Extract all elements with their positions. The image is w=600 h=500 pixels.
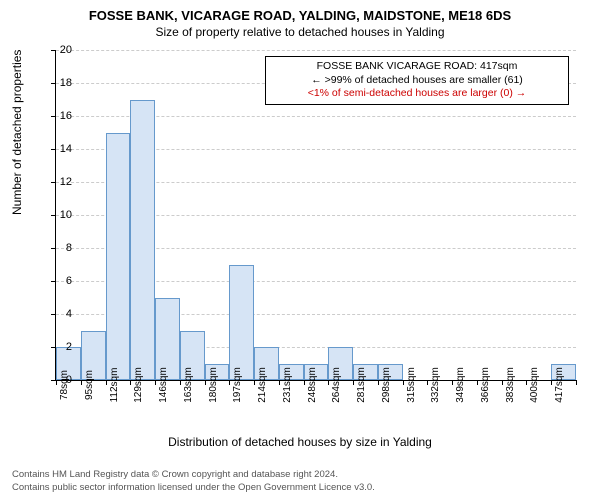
xtick-mark xyxy=(328,380,329,385)
xtick-mark xyxy=(502,380,503,385)
xtick-label: 298sqm xyxy=(381,367,392,403)
xtick-mark xyxy=(452,380,453,385)
xtick-label: 417sqm xyxy=(554,367,565,403)
xtick-mark xyxy=(304,380,305,385)
ytick-label: 16 xyxy=(42,110,72,122)
xtick-label: 383sqm xyxy=(505,367,516,403)
ytick-label: 4 xyxy=(42,308,72,320)
xtick-label: 163sqm xyxy=(183,367,194,403)
ytick-label: 10 xyxy=(42,209,72,221)
histogram-bar xyxy=(106,133,131,381)
xtick-label: 214sqm xyxy=(257,367,268,403)
xtick-label: 95sqm xyxy=(84,370,95,400)
xtick-mark xyxy=(81,380,82,385)
ytick-label: 20 xyxy=(42,44,72,56)
xtick-label: 146sqm xyxy=(158,367,169,403)
xtick-mark xyxy=(130,380,131,385)
ytick-label: 2 xyxy=(42,341,72,353)
histogram-bar xyxy=(229,265,254,381)
xtick-mark xyxy=(526,380,527,385)
x-axis-label: Distribution of detached houses by size … xyxy=(0,435,600,449)
xtick-mark xyxy=(229,380,230,385)
annotation-line2: ← >99% of detached houses are smaller (6… xyxy=(272,74,562,88)
annotation-line3: <1% of semi-detached houses are larger (… xyxy=(272,87,562,101)
chart-container: FOSSE BANK, VICARAGE ROAD, YALDING, MAID… xyxy=(0,0,600,500)
xtick-label: 248sqm xyxy=(307,367,318,403)
annotation-line1: FOSSE BANK VICARAGE ROAD: 417sqm xyxy=(272,60,562,74)
xtick-label: 197sqm xyxy=(232,367,243,403)
y-axis-label: Number of detached properties xyxy=(10,50,24,215)
xtick-label: 332sqm xyxy=(430,367,441,403)
xtick-label: 281sqm xyxy=(356,367,367,403)
footer: Contains HM Land Registry data © Crown c… xyxy=(12,469,375,494)
gridline xyxy=(56,50,576,51)
xtick-label: 315sqm xyxy=(406,367,417,403)
footer-line2: Contains public sector information licen… xyxy=(12,482,375,494)
chart-title: FOSSE BANK, VICARAGE ROAD, YALDING, MAID… xyxy=(0,0,600,23)
xtick-mark xyxy=(353,380,354,385)
xtick-mark xyxy=(576,380,577,385)
histogram-bar xyxy=(130,100,155,381)
xtick-mark xyxy=(254,380,255,385)
xtick-label: 264sqm xyxy=(331,367,342,403)
xtick-mark xyxy=(403,380,404,385)
xtick-mark xyxy=(378,380,379,385)
ytick-label: 8 xyxy=(42,242,72,254)
ytick-label: 18 xyxy=(42,77,72,89)
xtick-label: 400sqm xyxy=(529,367,540,403)
xtick-mark xyxy=(477,380,478,385)
xtick-mark xyxy=(155,380,156,385)
xtick-mark xyxy=(180,380,181,385)
xtick-mark xyxy=(205,380,206,385)
ytick-label: 0 xyxy=(42,374,72,386)
chart-subtitle: Size of property relative to detached ho… xyxy=(0,23,600,39)
xtick-mark xyxy=(106,380,107,385)
xtick-mark xyxy=(551,380,552,385)
xtick-label: 112sqm xyxy=(109,368,120,403)
annotation-box: FOSSE BANK VICARAGE ROAD: 417sqm ← >99% … xyxy=(265,56,569,105)
ytick-label: 14 xyxy=(42,143,72,155)
ytick-label: 12 xyxy=(42,176,72,188)
xtick-mark xyxy=(427,380,428,385)
ytick-label: 6 xyxy=(42,275,72,287)
xtick-label: 180sqm xyxy=(208,367,219,403)
footer-line1: Contains HM Land Registry data © Crown c… xyxy=(12,469,375,481)
xtick-label: 366sqm xyxy=(480,367,491,403)
xtick-label: 129sqm xyxy=(133,367,144,403)
xtick-label: 349sqm xyxy=(455,367,466,403)
xtick-mark xyxy=(279,380,280,385)
xtick-label: 231sqm xyxy=(282,367,293,403)
